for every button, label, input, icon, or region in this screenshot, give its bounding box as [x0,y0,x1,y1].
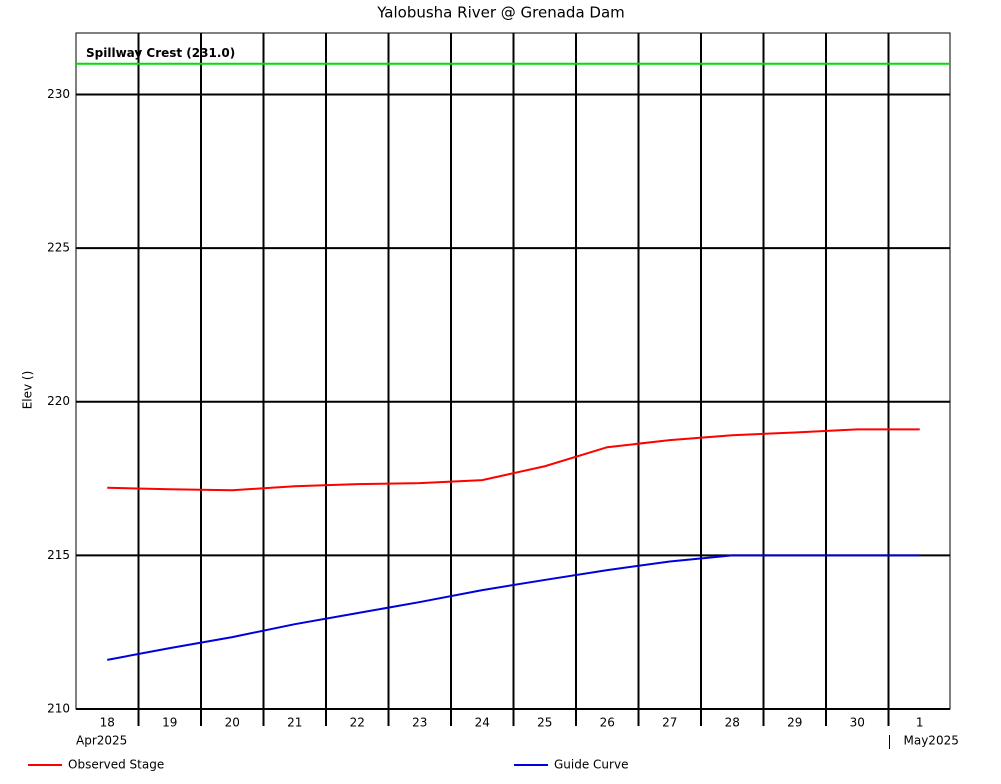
reference-label: Spillway Crest (231.0) [86,46,235,60]
series-line [107,554,920,661]
x-tick-label: 20 [225,716,240,730]
x-tick-label: 26 [600,716,615,730]
x-tick-label: 18 [100,716,115,730]
x-tick-label: 27 [662,716,677,730]
x-tick-label: 23 [412,716,427,730]
x-tick-label: 30 [850,716,865,730]
chart-title: Yalobusha River @ Grenada Dam [376,4,625,22]
y-tick-label: 215 [47,548,70,562]
y-tick-label: 225 [47,241,70,255]
x-tick-label: 25 [537,716,552,730]
y-tick-label: 220 [47,394,70,408]
x-tick-label: 1 [916,716,924,730]
series-line [107,428,920,492]
y-tick-label: 210 [47,702,70,716]
legend-label: Guide Curve [554,758,628,772]
x-tick-label: 22 [350,716,365,730]
month-label: Apr2025 [76,734,127,748]
x-tick-label: 29 [787,716,802,730]
x-tick-label: 19 [162,716,177,730]
y-axis-label: Elev () [21,371,35,410]
month-label: May2025 [904,734,959,748]
x-tick-label: 24 [475,716,490,730]
x-tick-label: 28 [725,716,740,730]
y-tick-label: 230 [47,87,70,101]
legend-label: Observed Stage [68,758,164,772]
x-tick-label: 21 [287,716,302,730]
